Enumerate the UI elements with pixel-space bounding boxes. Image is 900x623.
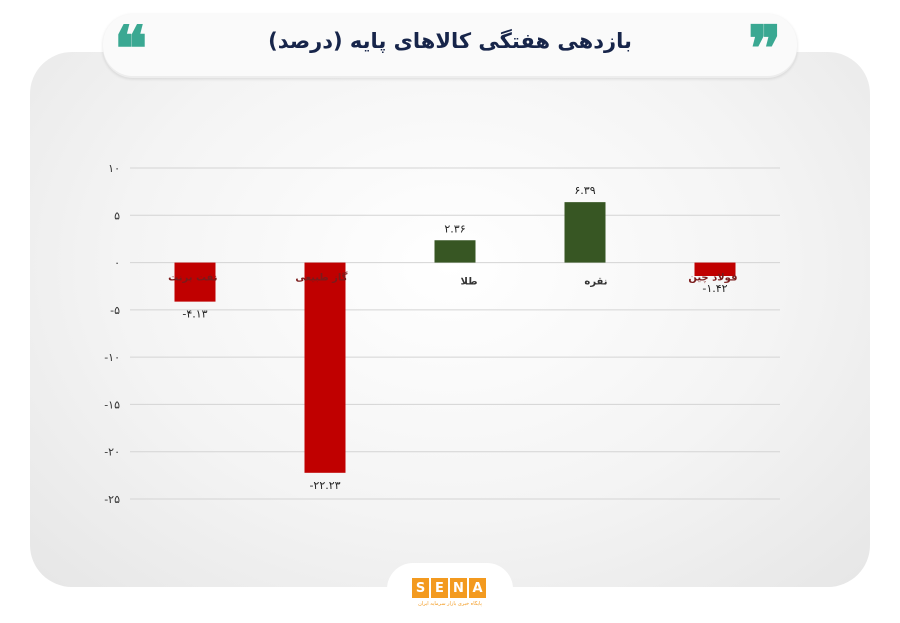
y-tick-label: -۱۵	[104, 398, 120, 411]
sena-logo: S E N A	[412, 578, 486, 598]
y-tick-label: ۱۰	[108, 162, 120, 175]
close-quote-icon: ❞	[748, 12, 782, 85]
data-label: -۴.۱۳	[182, 308, 207, 321]
data-label: ۶.۳۹	[574, 184, 595, 197]
category-label: نقره	[584, 277, 607, 288]
data-label: -۱.۴۲	[702, 282, 727, 295]
logo-subtitle: پایگاه خبری بازار سرمایه ایران	[418, 601, 482, 607]
data-label: -۲۲.۲۳	[309, 479, 340, 492]
bar	[304, 262, 346, 473]
y-tick-label: -۲۰	[104, 446, 120, 459]
chart-panel	[30, 52, 870, 587]
data-label: ۲.۳۶	[444, 222, 465, 235]
y-tick-label: -۵	[110, 304, 120, 317]
logo-letter-a: A	[469, 578, 486, 598]
open-quote-icon: ❝	[114, 12, 148, 85]
category-label: طلا	[460, 277, 477, 288]
category-label: گاز طبیعی	[295, 271, 347, 284]
y-tick-label: -۲۵	[104, 493, 120, 506]
logo-letter-s: S	[412, 578, 429, 598]
y-tick-label: ۰	[114, 257, 120, 270]
y-tick-label: -۱۰	[104, 351, 120, 364]
y-tick-label: ۵	[114, 209, 120, 222]
category-label: فولاد چین	[688, 273, 737, 284]
logo-letter-e: E	[431, 578, 448, 598]
bar	[694, 262, 736, 277]
bar	[434, 240, 476, 263]
chart-title: بازدهی هفتگی کالاهای پایه (درصد)	[268, 29, 632, 53]
category-label: نفت برنت	[168, 273, 217, 284]
title-box: بازدهی هفتگی کالاهای پایه (درصد)	[103, 14, 797, 78]
logo-letter-n: N	[450, 578, 467, 598]
bar	[564, 202, 606, 263]
bar	[174, 262, 216, 302]
